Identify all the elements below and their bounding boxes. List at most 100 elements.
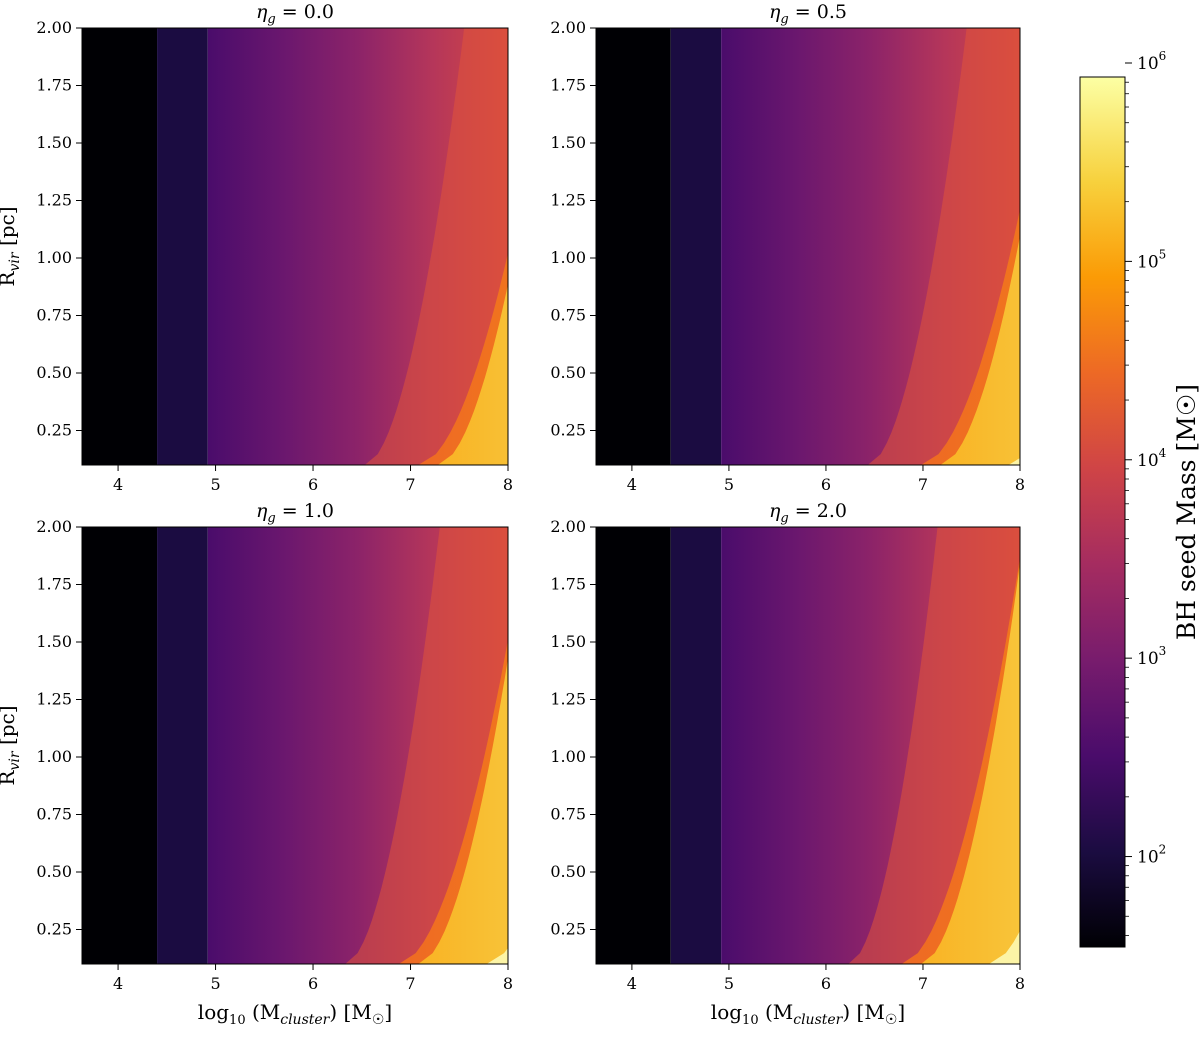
contour-mid <box>867 28 1020 465</box>
y-tick-label: 0.50 <box>550 363 586 382</box>
x-tick-label: 5 <box>210 475 220 494</box>
panel-frame <box>595 526 1021 965</box>
y-tick-label: 1.25 <box>550 690 586 709</box>
heatmap-area <box>82 28 508 465</box>
colorbar-gradient <box>1079 76 1126 948</box>
y-tick-label: 1.25 <box>550 191 586 210</box>
y-tick-label: 1.00 <box>36 248 72 267</box>
x-tick-label: 8 <box>1015 974 1025 993</box>
y-tick-label: 2.00 <box>36 18 72 37</box>
panel-title: ηg = 2.0 <box>769 500 847 526</box>
heatmap-area <box>596 28 1020 465</box>
x-tick-label: 7 <box>918 475 928 494</box>
y-tick-label: 1.25 <box>36 191 72 210</box>
x-tick-label: 4 <box>627 475 637 494</box>
heatmap-panel: ηg = 0.5 4 5 6 7 8 0.25 0.50 0.75 1.00 1.25 1.50 1.7… <box>550 1 1025 494</box>
y-tick-label: 1.75 <box>550 76 586 95</box>
y-tick-label: 0.75 <box>36 805 72 824</box>
y-tick-label: 0.75 <box>550 306 586 325</box>
band-low <box>670 527 722 964</box>
colorbar-tick-label: 106 <box>1137 49 1166 74</box>
contour-highest <box>989 930 1020 964</box>
y-axis-label: Rvir [pc] <box>0 206 23 286</box>
y-tick-label: 0.25 <box>550 421 586 440</box>
y-tick-label: 0.50 <box>36 862 72 881</box>
x-tick-label: 7 <box>405 974 415 993</box>
contour-higher <box>921 563 1020 964</box>
colorbar-label: BH seed Mass [M☉] <box>1172 384 1200 640</box>
y-tick-label: 1.50 <box>550 133 586 152</box>
band-low <box>157 527 208 964</box>
heatmap-area <box>82 527 508 964</box>
y-tick-label: 1.75 <box>36 76 72 95</box>
y-tick-label: 0.50 <box>550 862 586 881</box>
x-tick-label: 5 <box>210 974 220 993</box>
x-axis-label: log10 (Mcluster) [M☉] <box>711 1000 905 1028</box>
y-tick-label: 2.00 <box>550 517 586 536</box>
x-tick-label: 4 <box>113 475 123 494</box>
y-tick-label: 1.25 <box>36 690 72 709</box>
heatmap-area <box>596 527 1020 964</box>
colorbar-tick-label: 103 <box>1137 644 1166 669</box>
y-tick-label: 0.25 <box>550 920 586 939</box>
x-tick-label: 4 <box>627 974 637 993</box>
colorbar-tick-label: 104 <box>1137 446 1167 471</box>
x-tick-label: 6 <box>821 475 831 494</box>
x-tick-label: 8 <box>503 974 513 993</box>
x-tick-label: 5 <box>724 475 734 494</box>
y-tick-label: 0.75 <box>550 805 586 824</box>
y-tick-label: 0.25 <box>36 920 72 939</box>
panel-frame <box>81 27 509 466</box>
y-tick-label: 0.50 <box>36 363 72 382</box>
heatmap-panel: ηg = 2.0 4 5 6 7 8 0.25 0.50 0.75 1.00 1.25 1.50 1.7… <box>550 500 1025 1028</box>
y-tick-label: 2.00 <box>36 517 72 536</box>
contour-highest <box>1008 458 1020 465</box>
heatmap-panel: ηg = 0.0 4 5 6 7 8 0.25 0.50 0.75 1.00 1.25 1.50 1.7… <box>0 1 513 494</box>
x-tick-label: 6 <box>308 974 318 993</box>
x-tick-label: 8 <box>503 475 513 494</box>
colorbar-tick-label: 102 <box>1137 843 1166 868</box>
y-tick-label: 1.75 <box>550 575 586 594</box>
colorbar-tick-label: 105 <box>1137 247 1166 272</box>
y-tick-label: 2.00 <box>550 18 586 37</box>
y-tick-label: 1.00 <box>550 747 586 766</box>
y-tick-label: 1.75 <box>36 575 72 594</box>
y-axis-label: Rvir [pc] <box>0 705 23 785</box>
y-tick-label: 1.50 <box>36 632 72 651</box>
colorbar: 102 103 104 105 106 BH seed Mass [M☉] <box>1079 49 1200 948</box>
x-tick-label: 7 <box>918 974 928 993</box>
colorbar-ticks: 102 103 104 105 106 <box>1125 49 1167 936</box>
band-lowest <box>596 28 671 465</box>
heatmap-panel: ηg = 1.0 4 5 6 7 8 0.25 0.50 0.75 1.00 1.25 1.50 1.7… <box>0 500 513 1028</box>
panel-title: ηg = 1.0 <box>256 500 334 526</box>
x-tick-label: 5 <box>724 974 734 993</box>
contour-higher <box>418 658 508 964</box>
y-tick-label: 0.25 <box>36 421 72 440</box>
x-tick-label: 8 <box>1015 475 1025 494</box>
contour-higher <box>437 284 508 465</box>
y-tick-label: 1.50 <box>36 133 72 152</box>
band-lowest <box>596 527 671 964</box>
band-low <box>157 28 208 465</box>
band-low <box>670 28 722 465</box>
panel-frame <box>595 27 1021 466</box>
panels: ηg = 0.0 4 5 6 7 8 0.25 0.50 0.75 1.00 1.25 1.50 1.7… <box>0 1 1025 1028</box>
x-tick-label: 6 <box>821 974 831 993</box>
x-axis-label: log10 (Mcluster) [M☉] <box>198 1000 392 1028</box>
x-tick-label: 7 <box>405 475 415 494</box>
y-tick-label: 1.00 <box>36 747 72 766</box>
contour-highest <box>486 947 508 964</box>
panel-title: ηg = 0.0 <box>256 1 334 27</box>
x-tick-label: 6 <box>308 475 318 494</box>
x-tick-label: 4 <box>113 974 123 993</box>
band-lowest <box>82 527 158 964</box>
y-tick-label: 0.75 <box>36 306 72 325</box>
y-tick-label: 1.50 <box>550 632 586 651</box>
panel-title: ηg = 0.5 <box>769 1 847 27</box>
panel-frame <box>81 526 509 965</box>
band-lowest <box>82 28 158 465</box>
contour-higher <box>940 236 1020 465</box>
y-tick-label: 1.00 <box>550 248 586 267</box>
contour-mid <box>364 28 508 465</box>
